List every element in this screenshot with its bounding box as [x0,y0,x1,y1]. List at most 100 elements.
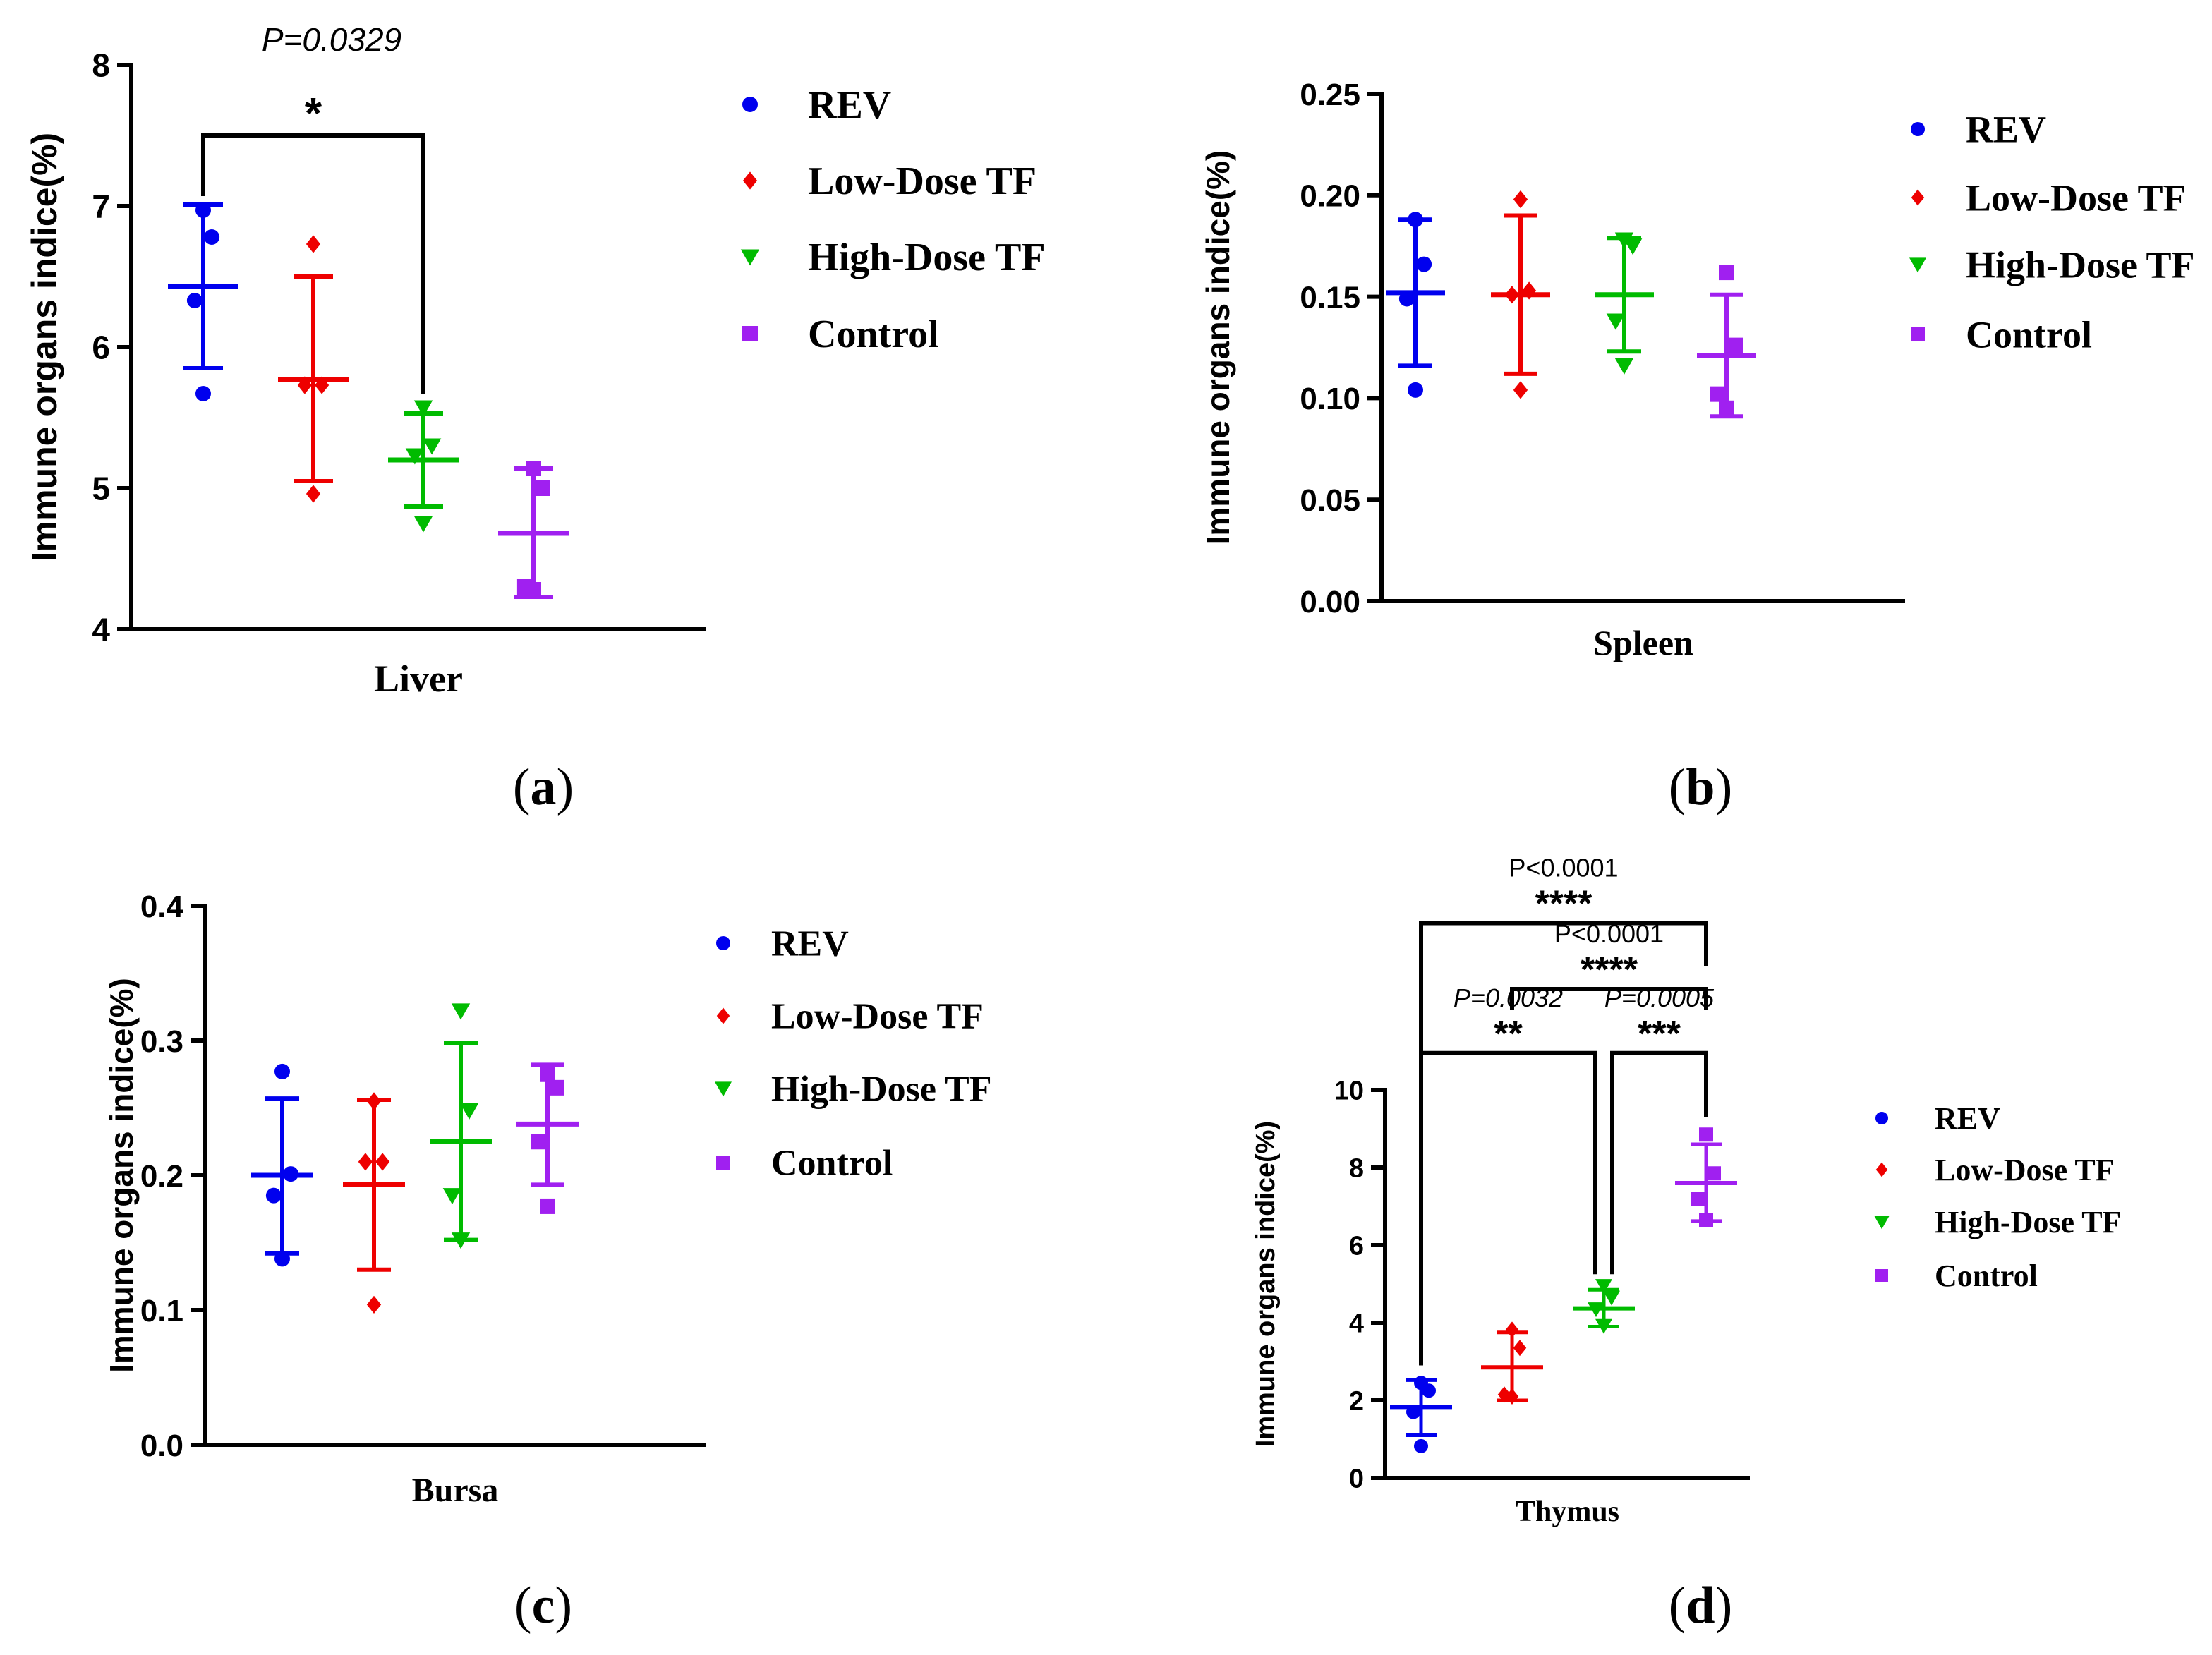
legend-label: High-Dose TF [808,236,1046,279]
series-high-dose-tf [1595,232,1654,375]
data-point [1614,358,1634,375]
data-point [204,229,220,245]
data-point [1408,382,1423,398]
y-axis-label: Immune organs indice(%) [1199,150,1236,545]
panel-b: 0.00 0.05 0.10 0.15 0.20 0.25 Immune organs in… [1199,78,2195,816]
y-tick-label: 0.1 [140,1294,183,1328]
legend-label: Control [808,313,939,356]
significance-stars: * [305,90,322,138]
series-low-dose-tf [1481,1321,1543,1405]
series-control [498,461,569,599]
data-point [195,202,211,218]
data-point [1416,256,1432,272]
y-tick-label: 0.10 [1300,382,1360,416]
data-point [1719,265,1734,281]
series-control [1675,1127,1737,1227]
data-point [1623,238,1643,255]
data-point [1727,337,1743,353]
data-point [1710,386,1726,402]
legend-marker [1875,1269,1888,1282]
panel-label: (d) [1669,1577,1732,1635]
data-point [1606,313,1626,330]
significance-bracket: * P=0.0329 [201,21,425,394]
legend-label: Low-Dose TF [1935,1153,2115,1187]
data-point [1505,1388,1519,1405]
p-value-label: P<0.0001 [1554,919,1664,948]
legend-label: REV [1966,108,2046,150]
series-control [1697,265,1756,419]
legend: REV Low-Dose TF High-Dose TF Control [1909,108,2195,356]
legend-label: Low-Dose TF [771,997,984,1037]
legend-label: Low-Dose TF [808,159,1037,203]
bracket-line [1610,1050,1708,1275]
data-point [1408,212,1423,228]
data-point [1603,1290,1620,1306]
legend-marker [1875,1112,1888,1124]
series-rev [1390,1376,1452,1453]
legend-label: REV [1935,1101,2000,1136]
data-point [358,1153,373,1171]
significance-bracket: ****P<0.0001 [1510,919,1708,1010]
legend-marker [1911,327,1925,341]
series-high-dose-tf [1573,1279,1635,1334]
y-tick-label: 6 [92,329,110,366]
data-point [451,1232,471,1249]
y-tick-label: 0.15 [1300,280,1360,315]
bracket-line [1510,987,1708,1010]
data-point [186,293,203,308]
y-tick-label: 0.00 [1300,585,1360,619]
bracket-line [201,133,425,394]
bracket-line [1419,1050,1597,1366]
panel-a: 4 5 6 7 8 Immune organs indice(%) Liver * P=0.03… [25,21,1046,816]
legend: REV Low-Dose TF High-Dose TF Control [740,83,1046,356]
significance-bracket: ****P<0.0001 [1419,854,1708,1074]
data-point [1497,1386,1511,1403]
data-point [540,1066,555,1082]
series-rev [1386,212,1445,398]
data-point [1422,1383,1436,1398]
y-tick-label: 0.0 [140,1429,183,1463]
data-point [442,1188,462,1205]
data-point [1691,1192,1705,1206]
data-point [534,480,550,496]
series-low-dose-tf [343,1092,405,1314]
data-point [366,1092,382,1110]
data-point [1513,190,1528,209]
legend-label: High-Dose TF [771,1069,992,1110]
legend-marker [1911,122,1925,136]
legend-marker [1911,189,1925,206]
data-point [306,485,321,503]
x-axis-label: Liver [374,657,463,700]
data-point [1595,1279,1612,1295]
y-axis-label: Immune organs indice(%) [25,133,64,562]
legend-marker [1874,1216,1890,1230]
data-point [1699,1213,1713,1227]
y-axis-label: Immune organs indice(%) [103,978,140,1373]
legend-marker [1909,257,1926,273]
legend-marker [742,171,758,190]
data-point [1504,286,1520,304]
y-tick-label: 4 [92,612,110,648]
data-point [1414,1438,1428,1453]
series-control [516,1062,579,1214]
data-point [297,376,313,394]
data-point [1699,1127,1713,1142]
legend-label: Control [1935,1259,2038,1293]
data-point [548,1079,564,1096]
significance-bracket: **P=0.0032 [1419,983,1597,1366]
legend-label: High-Dose TF [1935,1205,2121,1239]
legend-marker [742,97,758,112]
data-point [1595,1318,1612,1334]
data-point [1614,232,1634,249]
data-point [274,1251,290,1267]
data-point [451,1003,471,1020]
y-tick-label: 0.20 [1300,179,1360,214]
y-tick-label: 0.25 [1300,78,1360,112]
y-tick-label: 0.4 [140,890,184,924]
y-tick-label: 7 [92,188,110,225]
legend-marker [742,326,758,341]
data-point [1719,400,1734,416]
y-tick-label: 0 [1349,1465,1364,1494]
